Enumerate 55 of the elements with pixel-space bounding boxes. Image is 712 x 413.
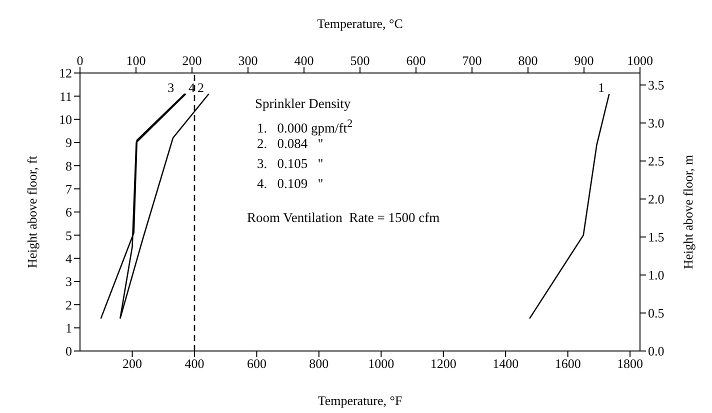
x2-tick-label: 400 — [294, 53, 314, 68]
y2-tick-label: 0.0 — [648, 344, 664, 359]
x2-tick-label: 300 — [238, 53, 258, 68]
x-tick-label: 1400 — [492, 356, 519, 372]
y2-tick-label: 2.5 — [648, 154, 664, 169]
x-axis-title: Temperature, °F — [318, 393, 402, 408]
annotation: Sprinkler Density — [255, 96, 351, 112]
annotation: 2. 0.084 " — [257, 136, 324, 152]
x2-tick-label: 600 — [406, 53, 426, 68]
x-tick-label: 1600 — [554, 356, 581, 372]
x2-tick-label: 200 — [182, 53, 202, 68]
y-tick-label: 0 — [66, 344, 72, 359]
y-axis-title: Height above floor, ft — [24, 156, 40, 268]
annotation: 1. 0.000 gpm/ft$^{2}$ — [257, 117, 353, 136]
y-tick-label: 6 — [66, 204, 72, 220]
y2-tick-label: 1.0 — [648, 268, 664, 283]
x2-tick-label: 100 — [126, 53, 146, 68]
x2-tick-label: 0 — [76, 53, 84, 68]
y-tick-label: 1 — [66, 320, 72, 336]
y-tick-label: 8 — [66, 158, 72, 174]
series-label: 1 — [598, 80, 604, 95]
series-label: 3 — [168, 80, 174, 95]
y2-tick-label: 3.0 — [648, 116, 664, 131]
y-tick-label: 3 — [66, 274, 72, 290]
x-tick-label: 800 — [309, 356, 329, 372]
x-tick-label: 1000 — [368, 356, 394, 372]
x-tick-label: 1200 — [430, 356, 456, 372]
series-label: 2 — [198, 80, 204, 95]
chart-title: Temperature, °C — [317, 16, 403, 32]
x2-tick-label: 700 — [462, 53, 482, 68]
y-tick-label: 2 — [66, 297, 72, 312]
x2-tick-label: 800 — [518, 53, 538, 68]
x2-tick-label: 900 — [574, 53, 594, 68]
y2-tick-label: 0.5 — [648, 306, 664, 321]
y2-axis-title: Height above floor, m — [680, 154, 696, 270]
annotation: Room Ventilation Rate = 1500 cfm — [247, 210, 440, 226]
y2-tick-label: 2.0 — [648, 192, 664, 207]
y-tick-label: 9 — [66, 135, 72, 150]
y-tick-label: 5 — [66, 228, 72, 243]
x-tick-label: 600 — [246, 356, 266, 372]
y-tick-label: 10 — [59, 112, 72, 127]
y2-tick-label: 1.5 — [648, 230, 664, 245]
x-tick-label: 200 — [122, 356, 142, 372]
y-tick-label: 7 — [66, 181, 72, 196]
x2-tick-label: 1000 — [627, 53, 653, 68]
x2-tick-label: 500 — [350, 53, 370, 68]
annotation: 3. 0.105 " — [257, 156, 324, 172]
y-tick-label: 4 — [66, 250, 72, 266]
series-label: 4 — [188, 80, 196, 95]
annotation: 4. 0.109 " — [257, 176, 324, 192]
y-tick-label: 11 — [59, 88, 72, 104]
x-tick-label: 400 — [184, 356, 204, 372]
y2-tick-label: 3.5 — [648, 78, 664, 93]
x-tick-label: 1800 — [617, 356, 644, 372]
y-tick-label: 12 — [59, 66, 72, 81]
